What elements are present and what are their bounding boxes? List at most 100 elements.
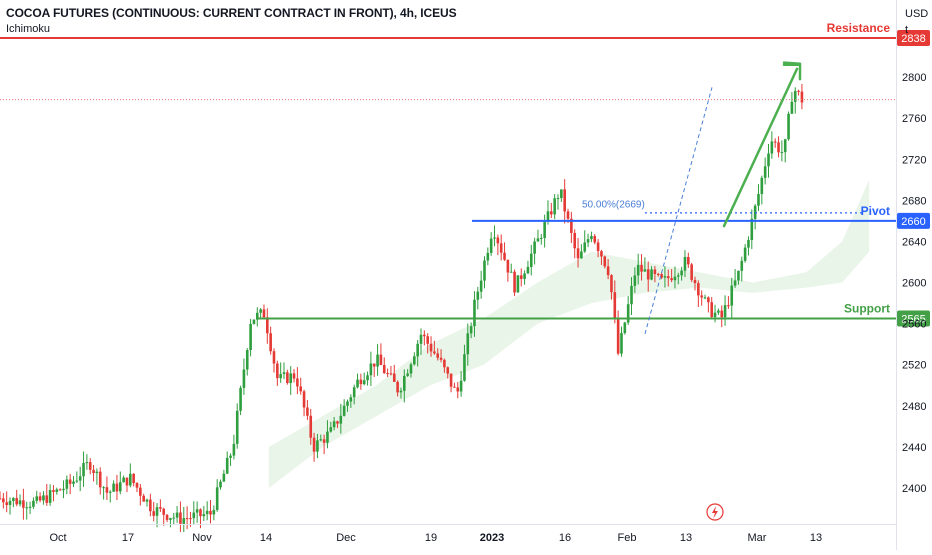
candle-body [707,297,710,303]
time-axis: Oct 17 Nov 14 Dec 19 2023 16 Feb 13 Mar 13 [0,524,896,544]
unit-label: t [905,24,909,36]
candle-body [486,252,490,261]
candle-body [32,500,35,507]
candle-body [8,500,12,505]
candle-body [282,372,286,375]
candle-body [286,372,289,384]
candle-body [536,238,540,242]
candle-body [172,517,176,519]
currency-unit[interactable]: USD t [905,6,928,38]
candle-body [473,299,476,327]
candle-body [419,334,423,344]
candle-body [396,381,399,393]
candle-body [523,273,526,279]
candle-body [526,266,530,274]
candle-body [757,194,760,206]
candle-body [793,90,797,102]
candle-body [733,280,737,286]
candle-body [95,471,99,474]
candle-body [790,101,794,114]
candle-body [189,518,192,520]
candle-body [656,274,660,276]
candle-body [389,373,393,375]
candle-body [406,373,409,376]
candle-body [690,264,693,280]
candle-body [195,509,199,513]
y-tick-label: 2560 [902,319,926,331]
candle-body [439,357,443,360]
candle-body [596,242,600,252]
candle-body [245,350,249,370]
candle-body [276,363,279,379]
candle-body [416,343,419,357]
candle-body [185,518,189,520]
candle-body [58,489,62,491]
candle-body [319,439,323,441]
price-badge-pivot [897,212,930,229]
candle-body [576,248,580,259]
candle-body [92,469,95,474]
candle-body [586,239,590,243]
candle-body [159,507,162,509]
candle-body [42,495,45,501]
candle-body [429,343,433,352]
candle-body [636,264,640,276]
candle-body [235,410,239,444]
candle-body [302,391,306,408]
candle-body [15,498,19,505]
lightning-bolt-glyph [712,506,718,519]
candle-body [499,243,503,253]
candle-body [640,264,643,272]
y-tick-label: 2800 [902,72,926,84]
candle-body [139,487,142,496]
candle-body [25,507,29,509]
x-tick-label: 19 [425,532,437,544]
y-tick-label: 2680 [902,195,926,207]
candle-body [513,271,516,293]
candle-body [493,237,496,239]
x-tick-label: 17 [122,532,134,544]
candle-body [332,421,336,428]
candle-body [797,90,800,92]
price-badge-resistance [897,30,930,47]
candle-body [633,275,637,286]
annotations: 50.00%(2669) [0,61,896,521]
candle-body [352,387,356,398]
candle-body [182,518,186,524]
cloud-segment [698,272,753,293]
projection-arrow-shaft [722,67,799,228]
candle-body [653,269,657,275]
candle-body [35,496,39,501]
candle-body [45,495,49,503]
candle-body [142,495,145,502]
candle-body [703,297,707,299]
candle-body [72,481,75,484]
candle-body [673,276,677,281]
price-badge-label-support: 2565 [901,314,925,326]
y-tick-label: 2440 [902,442,926,454]
candlestick-series [0,83,804,533]
x-tick-label: 14 [260,532,272,544]
candle-body [382,364,386,374]
candle-body [62,488,65,491]
candle-body [336,421,339,424]
candle-body [379,354,383,365]
candle-body [413,356,416,365]
cloud-segment [268,416,323,489]
candle-body [215,487,219,511]
candle-body [192,512,196,519]
candle-body [165,514,169,520]
candle-body [620,333,623,354]
candle-body [339,415,343,424]
candle-body [506,259,510,273]
price-badge-label-pivot: 2660 [901,216,925,228]
candle-body [349,397,353,402]
candle-body [299,386,303,392]
candle-body [12,498,15,501]
x-tick-label: 16 [559,532,571,544]
candle-body [366,375,369,381]
candle-body [543,221,546,238]
y-tick-label: 2400 [902,483,926,495]
